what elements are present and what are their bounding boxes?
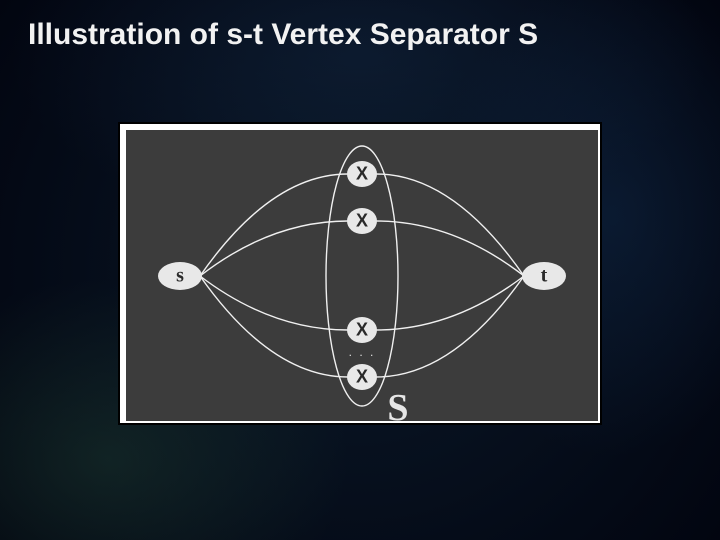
x-node-label-0: X — [356, 164, 368, 185]
ellipsis-label: . . . — [349, 345, 376, 359]
x-node-label-3: X — [356, 367, 368, 388]
figure-canvas: s t X X X X . . . S — [126, 130, 598, 421]
x-node-label-1: X — [356, 211, 368, 232]
slide-title: Illustration of s-t Vertex Separator S — [28, 18, 538, 52]
separator-set-label: S — [387, 386, 408, 430]
node-label-t: t — [541, 265, 548, 288]
node-label-s: s — [176, 265, 184, 288]
figure-frame: s t X X X X . . . S — [118, 122, 602, 425]
x-node-label-2: X — [356, 320, 368, 341]
